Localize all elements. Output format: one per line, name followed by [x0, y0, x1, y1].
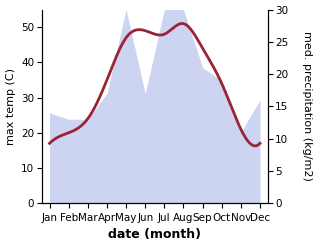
X-axis label: date (month): date (month): [108, 228, 201, 242]
Y-axis label: med. precipitation (kg/m2): med. precipitation (kg/m2): [302, 31, 313, 181]
Y-axis label: max temp (C): max temp (C): [5, 68, 16, 145]
